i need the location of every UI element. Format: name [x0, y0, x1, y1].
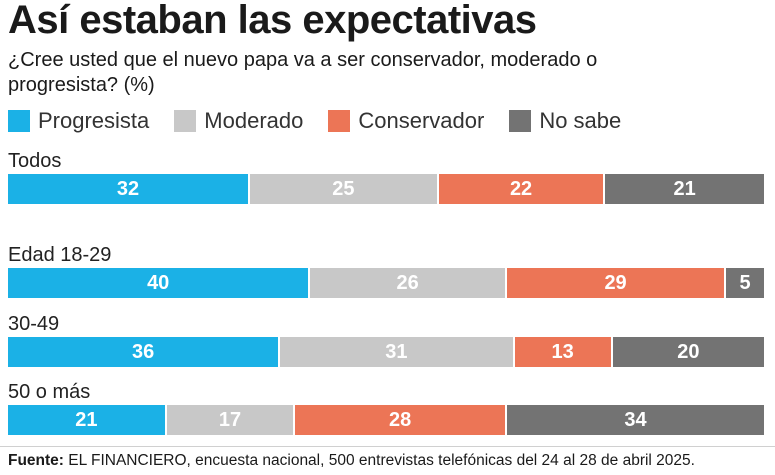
data-label: 25	[332, 177, 355, 200]
bar-segment-moderado: 31	[280, 337, 515, 367]
bar-segment-conservador: 22	[438, 174, 606, 204]
bar-segment-no-sabe: 5	[726, 268, 764, 298]
bar-segment-no-sabe: 34	[506, 405, 764, 435]
bar-segment-no-sabe: 21	[605, 174, 764, 204]
bar-segment-progresista: 21	[8, 405, 167, 435]
data-label: 26	[396, 271, 419, 294]
bar-row-todos: 32 25 22 21	[8, 174, 764, 204]
data-label: 28	[388, 408, 412, 431]
legend-label-moderado: Moderado	[204, 108, 304, 133]
bar-segment-conservador: 29	[506, 268, 727, 298]
group-label-todos: Todos	[8, 150, 62, 172]
data-label: 40	[147, 271, 170, 294]
bar-segment-moderado: 17	[166, 405, 296, 435]
legend-item-no-sabe: No sabe	[509, 108, 621, 134]
legend-label-progresista: Progresista	[38, 108, 150, 133]
legend-label-conservador: Conservador	[358, 108, 485, 133]
data-label: 21	[673, 177, 696, 200]
bar-segment-moderado: 26	[310, 268, 507, 298]
legend-item-progresista: Progresista	[8, 108, 149, 134]
data-label: 32	[116, 177, 140, 200]
data-label: 20	[677, 340, 700, 363]
legend-item-conservador: Conservador	[328, 108, 484, 134]
legend-swatch-moderado	[174, 110, 197, 132]
legend-item-moderado: Moderado	[174, 108, 303, 134]
bar-segment-moderado: 25	[249, 174, 439, 204]
bar-segment-conservador: 28	[295, 405, 507, 435]
legend-swatch-conservador	[328, 110, 351, 132]
data-label: 22	[509, 177, 533, 200]
data-label: 17	[218, 408, 242, 431]
bar-segment-progresista: 36	[8, 337, 281, 367]
footer-divider	[0, 446, 775, 447]
data-label: 29	[604, 271, 627, 294]
data-label: 34	[624, 408, 647, 431]
group-label-30-49: 30-49	[8, 313, 60, 335]
data-label: 31	[385, 340, 408, 363]
legend-swatch-no-sabe	[509, 110, 532, 132]
chart-subtitle: ¿Cree usted que el nuevo papa va a ser c…	[8, 49, 598, 96]
legend-swatch-progresista	[8, 110, 30, 132]
bar-segment-conservador: 13	[514, 337, 613, 367]
source-note: Fuente: EL FINANCIERO, encuesta nacional…	[8, 452, 695, 470]
data-label: 36	[131, 340, 155, 363]
data-label: 5	[739, 271, 751, 294]
group-label-50-o-mas: 50 o más	[8, 381, 91, 403]
source-prefix: Fuente:	[8, 452, 64, 469]
chart-title: Así estaban las expectativas	[8, 0, 537, 42]
bar-row-edad-18-29: 40 26 29 5	[8, 268, 764, 298]
data-label: 21	[75, 408, 98, 431]
bar-segment-progresista: 32	[8, 174, 250, 204]
bar-segment-progresista: 40	[8, 268, 311, 298]
group-label-edad-18-29: Edad 18-29	[8, 244, 112, 266]
source-text: EL FINANCIERO, encuesta nacional, 500 en…	[68, 452, 695, 469]
bar-row-50-o-mas: 21 17 28 34	[8, 405, 764, 435]
bar-row-30-49: 36 31 13 20	[8, 337, 764, 367]
bar-segment-no-sabe: 20	[612, 337, 764, 367]
legend-label-no-sabe: No sabe	[539, 108, 622, 133]
data-label: 13	[551, 340, 574, 363]
legend: Progresista Moderado Conservador No sabe	[8, 108, 646, 134]
